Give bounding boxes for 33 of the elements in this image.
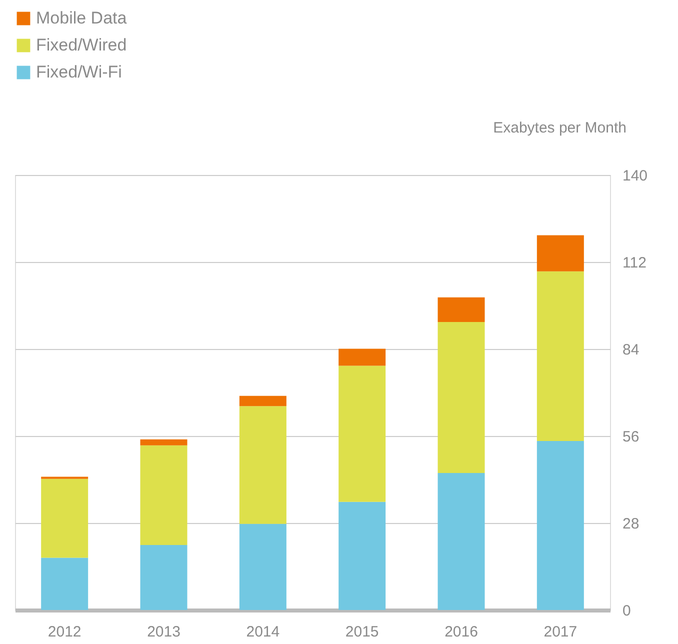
bar xyxy=(536,235,584,272)
y-tick-label: 140 xyxy=(622,168,648,184)
bar xyxy=(338,348,386,366)
bar xyxy=(239,406,286,524)
legend-label: Mobile Data xyxy=(36,8,128,28)
bar xyxy=(140,545,188,610)
x-tick-label: 2017 xyxy=(544,624,578,640)
bar xyxy=(140,445,188,546)
bar xyxy=(140,439,188,446)
y-tick-label: 0 xyxy=(622,602,631,620)
bar xyxy=(239,396,286,406)
y-tick-label: 28 xyxy=(622,516,640,532)
x-tick-label: 2016 xyxy=(444,624,478,640)
legend-label: Fixed/Wi-Fi xyxy=(36,62,122,82)
bar xyxy=(41,478,88,558)
y-tick-label: 84 xyxy=(622,342,640,358)
bar xyxy=(41,558,88,610)
y-axis-title: Exabytes per Month xyxy=(493,120,626,136)
bar xyxy=(438,472,485,610)
bar xyxy=(438,322,485,473)
bar xyxy=(536,271,584,441)
bar xyxy=(438,297,485,322)
x-tick-label: 2015 xyxy=(345,624,379,640)
x-tick-label: 2013 xyxy=(147,624,180,640)
bar xyxy=(338,502,386,610)
bar xyxy=(338,366,386,502)
bar xyxy=(536,440,584,610)
y-tick-label: 56 xyxy=(622,428,640,446)
x-tick-label: 2012 xyxy=(48,624,82,640)
bar xyxy=(239,524,286,610)
x-tick-label: 2014 xyxy=(246,624,280,640)
legend-label: Fixed/Wired xyxy=(36,36,127,54)
y-tick-label: 112 xyxy=(622,254,646,272)
